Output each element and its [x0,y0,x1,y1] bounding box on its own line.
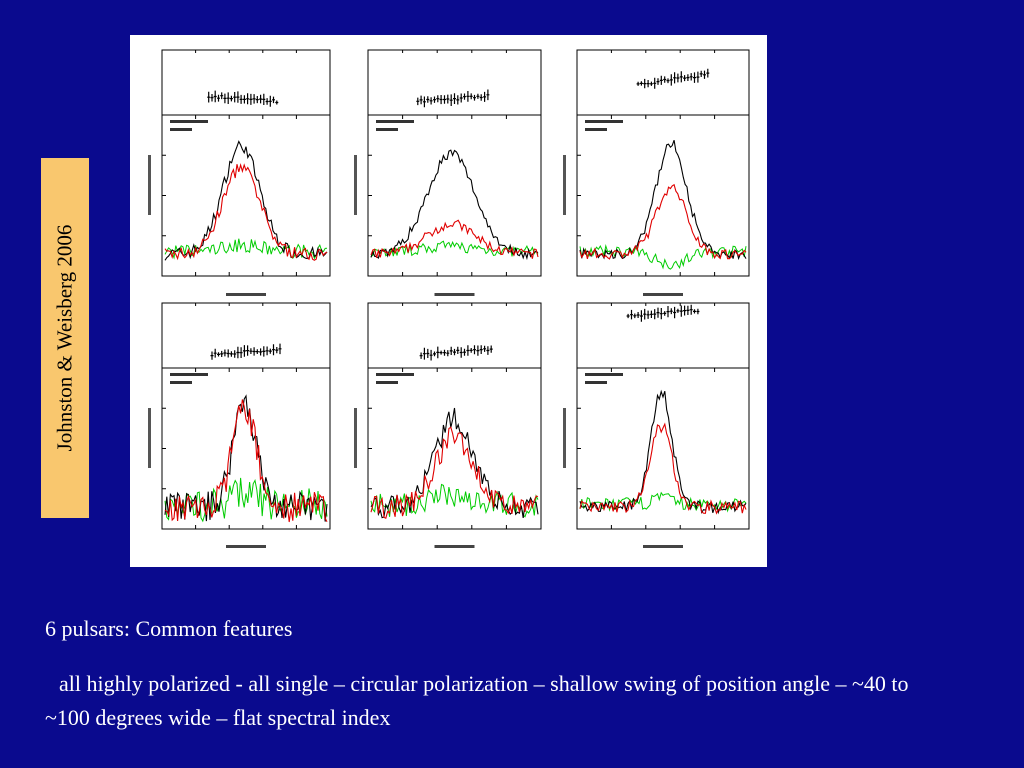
y-axis-label-mark [563,155,566,215]
pa-panel-frame [367,302,542,369]
total-intensity-curve [164,140,328,261]
panel-header-mark [376,120,414,123]
panel-header-mark [170,373,208,376]
profile-plots [148,49,750,548]
panel-header-mark [585,381,607,384]
position-angle-points [416,89,490,108]
caption-title: 6 pulsars: Common features [45,616,293,641]
circular-polarization-curve [164,238,328,260]
linear-polarization-curve [370,426,539,519]
pa-panel-frame [161,302,331,369]
total-intensity-curve [370,407,539,519]
y-axis-label-mark [148,408,151,468]
panel-header-mark [170,381,192,384]
pa-panel-frame [576,302,750,369]
pa-panel-frame [367,49,542,116]
linear-polarization-curve [579,422,747,515]
panel-header-mark [585,128,607,131]
linear-polarization-curve [370,219,539,259]
position-angle-points [210,343,282,360]
total-intensity-curve [164,394,328,522]
panel-header-mark [376,373,414,376]
x-axis-label-mark [643,293,683,296]
circular-polarization-curve [579,491,747,513]
panel-header-mark [170,120,208,123]
position-angle-points [626,304,700,322]
linear-polarization-curve [579,183,747,260]
caption-body: all highly polarized - all single – circ… [45,667,945,735]
citation-text: Johnston & Weisberg 2006 [52,224,77,452]
x-axis-label-mark [226,293,266,296]
pulsar-profile-figure [130,35,767,567]
total-intensity-curve [579,140,747,261]
x-axis-label-mark [434,545,475,548]
total-intensity-curve [370,149,539,261]
position-angle-points [207,90,279,107]
citation-label: Johnston & Weisberg 2006 [41,158,89,518]
circular-polarization-curve [579,244,747,270]
panel-header-mark [585,373,623,376]
y-axis-label-mark [148,155,151,215]
panel-header-mark [376,381,398,384]
position-angle-points [419,345,493,361]
y-axis-label-mark [354,155,357,215]
x-axis-label-mark [434,293,475,296]
panel-header-mark [170,128,192,131]
y-axis-label-mark [563,408,566,468]
total-intensity-curve [579,389,747,515]
linear-polarization-curve [164,399,328,523]
position-angle-points [636,68,710,89]
x-axis-label-mark [226,545,266,548]
panel-header-mark [585,120,623,123]
pa-panel-frame [161,49,331,116]
linear-polarization-curve [164,163,328,261]
caption-body-text: all highly polarized - all single – circ… [45,671,909,730]
x-axis-label-mark [643,545,683,548]
pa-panel-frame [576,49,750,116]
y-axis-label-mark [354,408,357,468]
panel-header-mark [376,128,398,131]
